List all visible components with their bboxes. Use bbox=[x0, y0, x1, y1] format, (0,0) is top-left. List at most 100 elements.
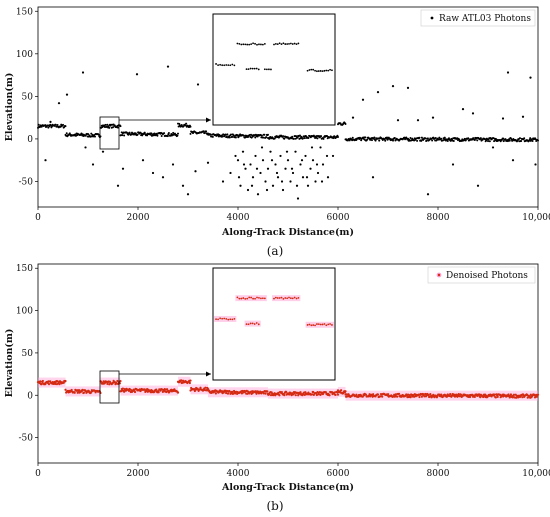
inset-photon-point bbox=[221, 317, 224, 320]
photon-point bbox=[106, 382, 109, 386]
noise-photon-point bbox=[260, 146, 264, 149]
photon-point bbox=[344, 390, 347, 393]
inset-photon-point bbox=[273, 43, 275, 46]
photon-point bbox=[334, 393, 337, 396]
photon-point bbox=[387, 393, 390, 396]
photon-point bbox=[494, 396, 497, 399]
photon-point bbox=[429, 393, 432, 396]
photon-point bbox=[340, 389, 343, 392]
photon-point bbox=[155, 388, 158, 391]
photon-point bbox=[82, 391, 86, 394]
noise-photon-point bbox=[246, 188, 250, 192]
inset-halo bbox=[305, 321, 334, 328]
photon-point bbox=[226, 392, 230, 395]
noise-photon-point bbox=[261, 159, 265, 162]
photon-point bbox=[262, 136, 265, 139]
photon-point bbox=[449, 393, 452, 396]
photon-point bbox=[189, 132, 192, 135]
photon-point bbox=[303, 137, 306, 140]
photon-point bbox=[136, 133, 139, 136]
panel-b-x-ticks: 0 2000 4000 6000 8000 10,000 bbox=[35, 463, 550, 479]
photon-point bbox=[529, 393, 532, 396]
inset-photon-point bbox=[284, 297, 287, 299]
photon-point bbox=[102, 380, 105, 383]
photon-point bbox=[264, 392, 267, 395]
photon-point bbox=[214, 392, 217, 395]
noise-photon-point bbox=[431, 116, 435, 119]
photon-point bbox=[108, 126, 111, 129]
photon-point bbox=[476, 139, 479, 142]
inset-photon-point bbox=[248, 43, 251, 46]
photon-point bbox=[93, 135, 96, 138]
inset-photon-point bbox=[293, 42, 296, 45]
photon-point bbox=[409, 137, 412, 140]
photon-point bbox=[336, 393, 340, 396]
noise-photon-point bbox=[476, 184, 480, 187]
photon-point bbox=[299, 391, 302, 394]
photon-point bbox=[443, 136, 446, 139]
inset-photon-point bbox=[297, 296, 300, 299]
y-tick-label: -50 bbox=[19, 434, 34, 444]
noise-photon-point bbox=[271, 184, 275, 187]
noise-photon-point bbox=[291, 171, 295, 175]
photon-point bbox=[37, 123, 40, 126]
inset-photon-point bbox=[263, 68, 266, 71]
photon-point bbox=[209, 133, 212, 136]
photon-point bbox=[409, 396, 412, 399]
panel-b-inset bbox=[99, 267, 336, 404]
x-tick-label: 0 bbox=[35, 213, 41, 223]
inset-photon-point bbox=[276, 297, 279, 299]
inset-photon-point bbox=[252, 297, 254, 300]
noise-photon-point bbox=[121, 167, 125, 170]
noise-photon-point bbox=[101, 150, 105, 153]
photon-point bbox=[431, 139, 434, 142]
noise-photon-point bbox=[116, 184, 120, 187]
inset-photon-point bbox=[242, 43, 245, 46]
photon-point bbox=[438, 136, 441, 139]
noise-photon-point bbox=[471, 112, 475, 115]
inset-photon-point bbox=[247, 68, 250, 70]
photon-point bbox=[121, 134, 124, 137]
photon-point bbox=[357, 395, 360, 398]
inset-photon-point bbox=[284, 43, 287, 45]
inset-photon-point bbox=[247, 323, 250, 326]
noise-photon-point bbox=[305, 176, 309, 179]
inset-photon-point bbox=[229, 64, 232, 67]
panel-b-legend-label: Denoised Photons bbox=[446, 271, 528, 281]
photon-point bbox=[411, 137, 414, 140]
photon-point bbox=[294, 394, 297, 397]
inset-photon-point bbox=[288, 296, 290, 299]
photon-point bbox=[488, 140, 491, 143]
noise-photon-point bbox=[325, 154, 329, 158]
panel-a-y-ticks: -50 0 50 100 150 bbox=[16, 7, 38, 187]
photon-point bbox=[269, 394, 273, 397]
noise-photon-point bbox=[326, 176, 330, 179]
noise-photon-point bbox=[171, 163, 175, 166]
inset-photon-point bbox=[263, 297, 266, 300]
noise-photon-point bbox=[289, 180, 292, 183]
photon-point bbox=[292, 137, 295, 140]
photon-point bbox=[47, 383, 51, 386]
x-tick-label: 8000 bbox=[427, 469, 450, 479]
noise-photon-point bbox=[284, 167, 287, 170]
photon-point bbox=[166, 135, 169, 138]
photon-point bbox=[310, 393, 314, 396]
noise-photon-point bbox=[84, 146, 87, 149]
noise-photon-point bbox=[244, 167, 247, 170]
photon-point bbox=[302, 137, 304, 140]
noise-photon-point bbox=[265, 188, 269, 192]
inset-photon-point bbox=[263, 43, 266, 45]
noise-photon-point bbox=[135, 73, 139, 76]
inset-photon-point bbox=[310, 324, 313, 327]
inset-photon-point bbox=[310, 68, 313, 71]
photon-point bbox=[493, 393, 496, 396]
inset-photon-point bbox=[252, 42, 254, 45]
inset-photon-point bbox=[246, 297, 249, 300]
photon-point bbox=[202, 130, 205, 133]
noise-photon-point bbox=[161, 176, 165, 179]
inset-photon-point bbox=[325, 324, 328, 327]
inset-photon-point bbox=[288, 42, 290, 45]
photon-point bbox=[160, 135, 163, 138]
photon-point bbox=[373, 136, 376, 139]
inset-photon-point bbox=[255, 67, 258, 70]
